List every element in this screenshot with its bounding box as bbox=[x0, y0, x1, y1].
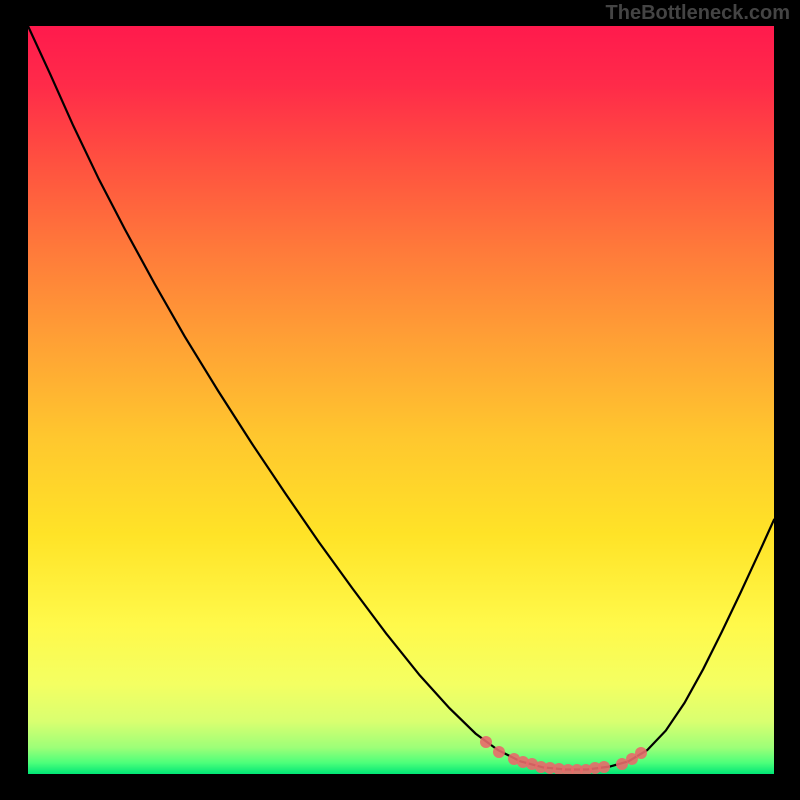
optimal-zone-marker bbox=[635, 747, 647, 759]
curve-layer bbox=[28, 26, 774, 774]
optimal-zone-marker bbox=[493, 746, 505, 758]
chart-container: TheBottleneck.com bbox=[0, 0, 800, 800]
watermark-text: TheBottleneck.com bbox=[606, 2, 790, 25]
bottleneck-curve bbox=[28, 26, 774, 770]
plot-area bbox=[28, 26, 774, 774]
optimal-zone-marker bbox=[480, 736, 492, 748]
optimal-zone-marker bbox=[598, 761, 610, 773]
